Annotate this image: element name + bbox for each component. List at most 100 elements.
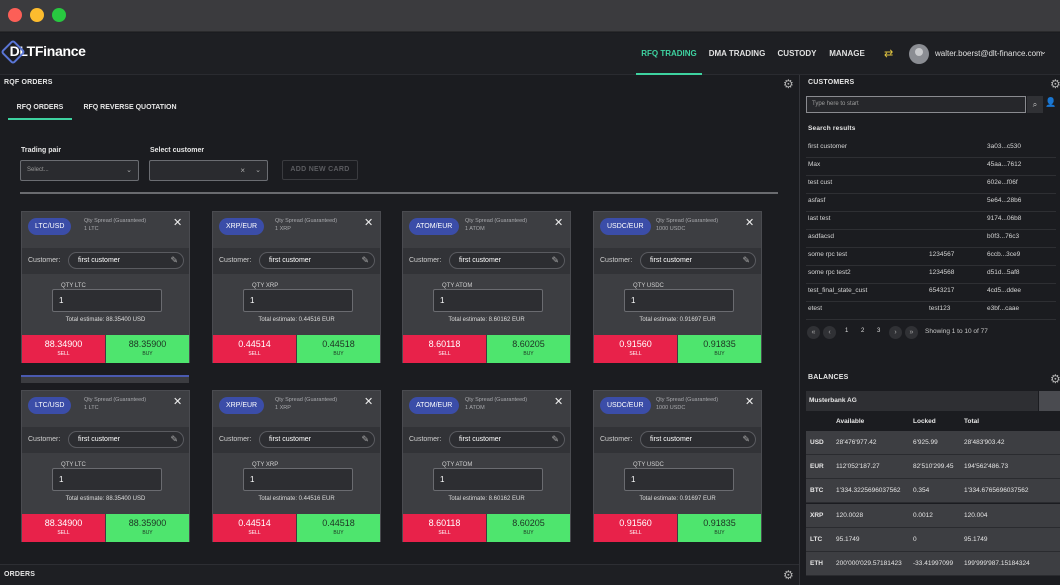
close-icon[interactable]: ✕ bbox=[745, 396, 755, 408]
swap-arrows-icon[interactable]: ⇄ bbox=[884, 48, 894, 60]
avatar[interactable] bbox=[909, 44, 929, 64]
window-close-button[interactable] bbox=[8, 8, 22, 22]
buy-button[interactable]: 0.44518 BUY bbox=[297, 335, 380, 363]
account-dropdown-toggle[interactable] bbox=[1039, 391, 1060, 411]
pencil-icon[interactable]: ✎ bbox=[170, 255, 178, 265]
user-email[interactable]: walter.boerst@dlt-finance.com bbox=[935, 49, 1043, 58]
customer-row[interactable]: asdfacsd b0f3...76c3 bbox=[806, 230, 1056, 248]
customer-row[interactable]: last test 9174...06b8 bbox=[806, 212, 1056, 230]
window-minimize-button[interactable] bbox=[30, 8, 44, 22]
pair-chip[interactable]: USDC/EUR bbox=[600, 397, 651, 414]
window-maximize-button[interactable] bbox=[52, 8, 66, 22]
sell-button[interactable]: 0.44514 SELL bbox=[213, 514, 296, 542]
last-page-icon[interactable]: » bbox=[905, 326, 918, 339]
customer-field[interactable]: first customer ✎ bbox=[640, 431, 756, 448]
sell-button[interactable]: 8.60118 SELL bbox=[403, 514, 486, 542]
pair-chip[interactable]: LTC/USD bbox=[28, 397, 72, 414]
buy-button[interactable]: 88.35900 BUY bbox=[106, 514, 189, 542]
buy-button[interactable]: 88.35900 BUY bbox=[106, 335, 189, 363]
customer-row[interactable]: first customer 3a03...c530 bbox=[806, 140, 1056, 158]
nav-custody[interactable]: CUSTODY bbox=[777, 49, 817, 58]
nav-dma-trading[interactable]: DMA TRADING bbox=[708, 49, 766, 58]
balance-account-select[interactable]: Musterbank AG bbox=[806, 391, 1038, 411]
panel-divider[interactable] bbox=[799, 75, 800, 585]
pair-chip[interactable]: USDC/EUR bbox=[600, 218, 651, 235]
buy-button[interactable]: 8.60205 BUY bbox=[487, 335, 570, 363]
qty-input[interactable]: QTY LTC 1 bbox=[52, 462, 162, 491]
pencil-icon[interactable]: ✎ bbox=[551, 434, 559, 444]
sell-button[interactable]: 0.91560 SELL bbox=[594, 514, 677, 542]
pencil-icon[interactable]: ✎ bbox=[742, 434, 750, 444]
close-icon[interactable]: ✕ bbox=[554, 217, 564, 229]
sell-button[interactable]: 88.34900 SELL bbox=[22, 514, 105, 542]
sell-button[interactable]: 0.44514 SELL bbox=[213, 335, 296, 363]
close-icon[interactable]: ✕ bbox=[364, 396, 374, 408]
customer-field[interactable]: first customer ✎ bbox=[449, 252, 565, 269]
qty-input[interactable]: QTY XRP 1 bbox=[243, 283, 353, 312]
customer-row[interactable]: etest test123 e3bf...caae bbox=[806, 302, 1056, 320]
search-icon[interactable]: ⌕ bbox=[1027, 96, 1043, 113]
qty-input[interactable]: QTY ATOM 1 bbox=[433, 283, 543, 312]
qty-input[interactable]: QTY XRP 1 bbox=[243, 462, 353, 491]
customer-search-input[interactable]: Type here to start bbox=[806, 96, 1026, 113]
prev-page-icon[interactable]: ‹ bbox=[823, 326, 836, 339]
pair-chip[interactable]: ATOM/EUR bbox=[409, 397, 460, 414]
app-logo[interactable]: DLTFinance bbox=[0, 39, 86, 66]
qty-input[interactable]: QTY LTC 1 bbox=[52, 283, 162, 312]
qty-input[interactable]: QTY USDC 1 bbox=[624, 283, 734, 312]
gear-icon[interactable]: ⚙ bbox=[783, 568, 794, 582]
tab-rfq-reverse-quotation[interactable]: RFQ REVERSE QUOTATION bbox=[83, 104, 177, 111]
gear-icon[interactable]: ⚙ bbox=[1050, 372, 1060, 386]
pencil-icon[interactable]: ✎ bbox=[170, 434, 178, 444]
buy-button[interactable]: 0.91835 BUY bbox=[678, 514, 761, 542]
pair-chip[interactable]: ATOM/EUR bbox=[409, 218, 460, 235]
qty-input[interactable]: QTY ATOM 1 bbox=[433, 462, 543, 491]
close-icon[interactable]: ✕ bbox=[173, 217, 183, 229]
customer-field[interactable]: first customer ✎ bbox=[259, 431, 375, 448]
trading-pair-select[interactable]: Select... ⌄ bbox=[20, 160, 139, 181]
pencil-icon[interactable]: ✎ bbox=[551, 255, 559, 265]
nav-rfq-trading[interactable]: RFQ TRADING bbox=[636, 33, 702, 75]
pencil-icon[interactable]: ✎ bbox=[361, 434, 369, 444]
pencil-icon[interactable]: ✎ bbox=[361, 255, 369, 265]
close-icon[interactable]: ✕ bbox=[554, 396, 564, 408]
gear-icon[interactable]: ⚙ bbox=[1050, 77, 1060, 91]
customer-field[interactable]: first customer ✎ bbox=[259, 252, 375, 269]
customer-field[interactable]: first customer ✎ bbox=[68, 431, 184, 448]
customer-row[interactable]: some rpc test2 1234568 d51d...5af8 bbox=[806, 266, 1056, 284]
close-icon[interactable]: ✕ bbox=[173, 396, 183, 408]
nav-manage[interactable]: MANAGE bbox=[829, 49, 865, 58]
next-page-icon[interactable]: › bbox=[889, 326, 902, 339]
customer-field[interactable]: first customer ✎ bbox=[68, 252, 184, 269]
sell-button[interactable]: 0.91560 SELL bbox=[594, 335, 677, 363]
chevron-down-icon[interactable]: ⌄ bbox=[1040, 47, 1047, 56]
pair-chip[interactable]: LTC/USD bbox=[28, 218, 72, 235]
customer-row[interactable]: some rpc test 1234567 6ccb...3ce9 bbox=[806, 248, 1056, 266]
customer-row[interactable]: asfasf 5e64...28b6 bbox=[806, 194, 1056, 212]
add-new-card-button[interactable]: ADD NEW CARD bbox=[282, 160, 358, 180]
clear-icon[interactable]: × bbox=[240, 166, 245, 175]
sell-button[interactable]: 8.60118 SELL bbox=[403, 335, 486, 363]
pair-chip[interactable]: XRP/EUR bbox=[219, 218, 265, 235]
customer-select[interactable]: × ⌄ bbox=[149, 160, 268, 181]
buy-button[interactable]: 8.60205 BUY bbox=[487, 514, 570, 542]
close-icon[interactable]: ✕ bbox=[364, 217, 374, 229]
add-user-icon[interactable]: 👤 bbox=[1045, 97, 1057, 107]
page-3[interactable]: 3 bbox=[877, 328, 881, 334]
customer-row[interactable]: Max 45aa...7612 bbox=[806, 158, 1056, 176]
page-2[interactable]: 2 bbox=[861, 328, 865, 334]
customer-row[interactable]: test_final_state_cust 6543217 4cd5...ddee bbox=[806, 284, 1056, 302]
tab-rfq-orders[interactable]: RFQ ORDERS bbox=[8, 98, 72, 120]
buy-button[interactable]: 0.91835 BUY bbox=[678, 335, 761, 363]
pencil-icon[interactable]: ✎ bbox=[742, 255, 750, 265]
close-icon[interactable]: ✕ bbox=[745, 217, 755, 229]
sell-button[interactable]: 88.34900 SELL bbox=[22, 335, 105, 363]
gear-icon[interactable]: ⚙ bbox=[783, 77, 794, 91]
pair-chip[interactable]: XRP/EUR bbox=[219, 397, 265, 414]
customer-field[interactable]: first customer ✎ bbox=[640, 252, 756, 269]
qty-input[interactable]: QTY USDC 1 bbox=[624, 462, 734, 491]
first-page-icon[interactable]: « bbox=[807, 326, 820, 339]
customer-row[interactable]: test cust 602e...f06f bbox=[806, 176, 1056, 194]
customer-field[interactable]: first customer ✎ bbox=[449, 431, 565, 448]
buy-button[interactable]: 0.44518 BUY bbox=[297, 514, 380, 542]
